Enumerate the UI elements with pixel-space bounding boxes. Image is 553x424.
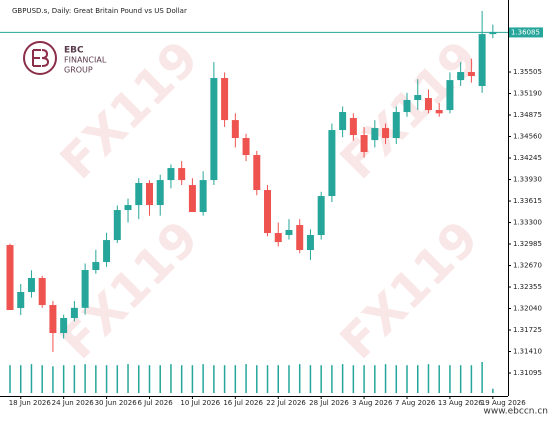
x-tick-label: 13 Aug 2026 (438, 399, 483, 407)
candle-body (457, 72, 465, 81)
y-tick-label: 1.33615 (513, 197, 542, 205)
last-price-label: 1.36085 (511, 28, 540, 36)
candle-body (38, 278, 46, 306)
candle-body (188, 185, 196, 213)
candle-body (17, 292, 25, 309)
candle-body (210, 78, 218, 181)
logo: EBC FINANCIAL GROUP (23, 41, 107, 75)
candle-body (178, 168, 186, 181)
candle-body (382, 128, 390, 139)
candle-body (231, 120, 239, 139)
candle-body (339, 112, 347, 131)
candle-body (349, 118, 357, 136)
candle-body (414, 95, 422, 101)
candle-body (274, 233, 282, 243)
y-tick-label: 1.33300 (513, 219, 542, 227)
candle-body (467, 72, 475, 77)
candle-body (92, 262, 100, 271)
x-tick-label: 24 Jun 2026 (52, 399, 95, 407)
candle-body (253, 155, 261, 191)
candle-body (27, 278, 35, 293)
candle-body (49, 305, 57, 334)
candle-body (199, 180, 207, 213)
candle-body (145, 183, 153, 206)
x-tick-label: 28 Jul 2026 (309, 399, 349, 407)
candle-body (60, 318, 68, 334)
candle-body (328, 130, 336, 197)
candle-body (156, 180, 164, 206)
candle-body (242, 138, 250, 156)
y-tick-label: 1.34560 (513, 133, 542, 141)
candle-body (103, 240, 111, 263)
x-tick-label: 30 Jun 2026 (95, 399, 138, 407)
y-tick-label: 1.33930 (513, 176, 542, 184)
x-tick-label: 6 Jul 2026 (137, 399, 173, 407)
candle-body (435, 110, 443, 114)
x-tick-label: 16 Jul 2026 (223, 399, 263, 407)
candle-body (371, 128, 379, 141)
last-price-box (509, 27, 543, 38)
logo-line: GROUP (64, 66, 93, 75)
candle-body (221, 78, 229, 121)
candle-body (446, 80, 454, 111)
x-tick-label: 10 Jul 2026 (180, 399, 220, 407)
logo-line: FINANCIAL (64, 56, 107, 65)
candle-body (124, 205, 132, 211)
candle-body (113, 210, 121, 241)
logo-name: EBC (64, 46, 84, 56)
candle-body (285, 230, 293, 236)
y-tick-label: 1.31095 (513, 369, 542, 377)
candle-body (489, 32, 497, 35)
y-tick-label: 1.34245 (513, 154, 542, 162)
candle-body (317, 196, 325, 236)
candle-body (264, 190, 272, 234)
y-tick-label: 1.32355 (513, 283, 542, 291)
website: www.ebccn.cn (484, 407, 548, 417)
candle-body (478, 34, 486, 87)
y-tick-label: 1.35190 (513, 90, 542, 98)
candle-body (306, 235, 314, 251)
candle-body (392, 112, 400, 139)
candle-body (81, 270, 89, 308)
logo-circle (23, 41, 57, 75)
x-tick-label: 18 Jun 2026 (9, 399, 52, 407)
x-tick-label: 19 Aug 2026 (481, 399, 526, 407)
candle-body (403, 100, 411, 113)
y-tick-label: 1.32985 (513, 240, 542, 248)
candle-body (70, 307, 78, 319)
y-tick-label: 1.32670 (513, 262, 542, 270)
y-tick-label: 1.31410 (513, 348, 542, 356)
candle-body (135, 183, 143, 206)
candle-body (6, 245, 14, 311)
x-tick-label: 7 Aug 2026 (395, 399, 436, 407)
x-tick-label: 22 Jul 2026 (266, 399, 306, 407)
y-tick-label: 1.35505 (513, 68, 542, 76)
candle-body (167, 168, 175, 181)
logo-mark (32, 49, 50, 67)
y-tick-label: 1.34875 (513, 111, 542, 119)
chart-title: GBPUSD.s, Daily: Great Britain Pound vs … (12, 7, 187, 15)
candle-body (424, 98, 432, 111)
candle-body (360, 135, 368, 153)
x-tick-label: 3 Aug 2026 (352, 399, 393, 407)
y-tick-label: 1.31725 (513, 326, 542, 334)
candle-body (296, 225, 304, 251)
y-tick-label: 1.32040 (513, 305, 542, 313)
